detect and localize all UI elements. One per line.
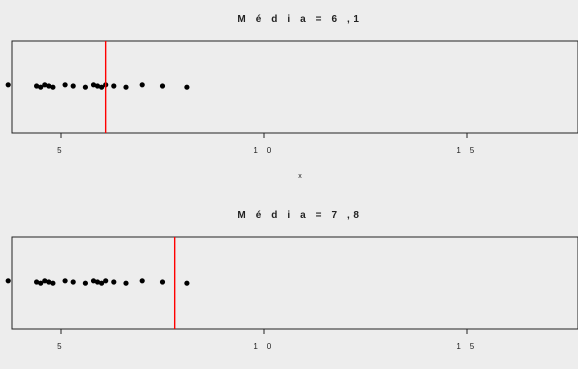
chart-1-x-axis: 51 01 52 02 53 0	[57, 133, 477, 155]
data-point	[62, 82, 68, 88]
x-tick-label: 1 0	[253, 146, 274, 155]
data-point	[184, 84, 190, 90]
data-point	[38, 84, 44, 90]
data-point	[82, 280, 89, 286]
chart-1-points	[5, 41, 190, 133]
data-point	[159, 279, 166, 285]
data-point	[5, 82, 11, 88]
data-point	[111, 279, 117, 285]
data-point	[99, 84, 105, 90]
data-point	[70, 83, 76, 89]
data-point	[123, 280, 129, 286]
data-point	[70, 279, 76, 285]
chart-1-x-axis-label: x	[298, 173, 302, 180]
chart-2-x-axis: 51 01 52 02 53 0	[57, 329, 477, 351]
x-tick-label: 5	[57, 146, 65, 155]
data-point	[123, 84, 129, 90]
data-point	[82, 84, 89, 90]
chart-2-points	[5, 237, 190, 329]
data-point	[99, 280, 105, 286]
x-tick-label: 5	[57, 342, 65, 351]
data-point	[62, 278, 68, 284]
chart-1-plot-frame	[11, 40, 578, 134]
data-point	[50, 280, 56, 286]
data-point	[38, 280, 44, 286]
chart-1-title: M é d i a = 6 ,1	[237, 14, 362, 25]
data-point	[50, 84, 56, 90]
data-point	[103, 278, 109, 284]
data-point	[139, 278, 145, 284]
data-point	[5, 278, 11, 284]
x-tick-label: 1 5	[456, 146, 477, 155]
data-point	[139, 82, 145, 88]
data-point	[159, 83, 166, 89]
chart-2-plot-frame	[11, 236, 578, 330]
data-point	[184, 280, 190, 286]
strip-chart-2: M é d i a = 7 ,8 51 01 52 02 53 0	[5, 210, 578, 351]
strip-chart-1: M é d i a = 6 ,1 51 01 52 02 53 0 x	[5, 14, 578, 180]
x-tick-label: 1 0	[253, 342, 274, 351]
data-point	[111, 83, 117, 89]
chart-2-title: M é d i a = 7 ,8	[237, 210, 362, 221]
x-tick-label: 1 5	[456, 342, 477, 351]
